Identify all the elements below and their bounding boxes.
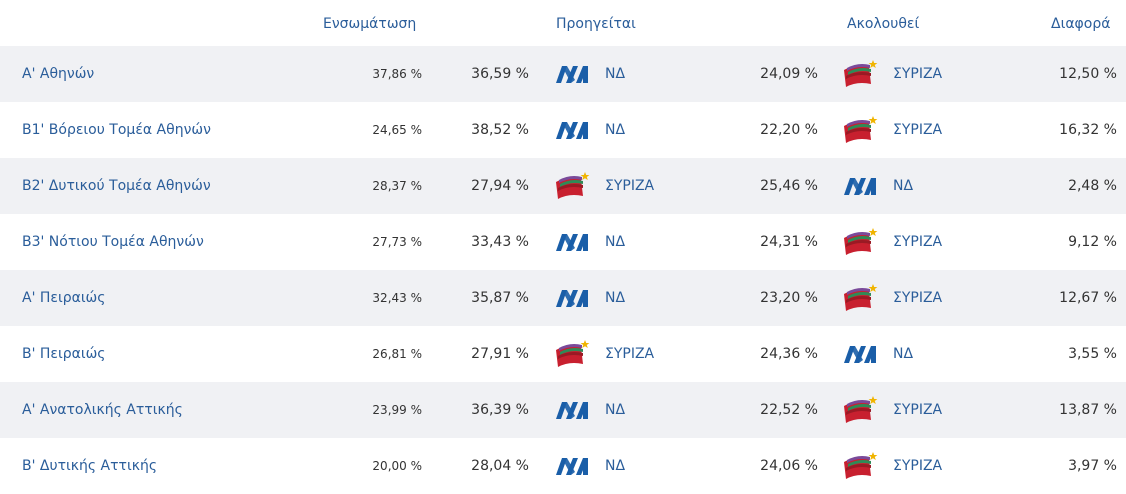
nd-logo-icon	[553, 226, 595, 258]
following-percentage: 24,31 %	[760, 234, 818, 250]
following-percentage: 24,06 %	[760, 458, 818, 474]
following-party-name: ΣΥΡΙΖΑ	[893, 458, 943, 474]
table-row[interactable]: Α' Πειραιώς 32,43 % 35,87 % ΝΔ 23,20 % ΣΥΡΙΖΑ…	[0, 270, 1126, 326]
district-link[interactable]: Β2' Δυτικού Τομέα Αθηνών	[22, 178, 211, 194]
syriza-logo-icon	[841, 282, 883, 314]
table-row[interactable]: Β' Πειραιώς 26,81 % 27,91 % ΣΥΡΙΖΑ 24,36 % ΝΔ…	[0, 326, 1126, 382]
turnout-column-header[interactable]: Ενσωμάτωση	[323, 16, 417, 32]
district-link[interactable]: Β' Πειραιώς	[22, 346, 106, 362]
difference-value: 3,55 %	[1068, 346, 1117, 362]
leading-percentage: 36,39 %	[471, 402, 529, 418]
turnout-value: 20,00 %	[372, 459, 422, 473]
following-party-name: ΣΥΡΙΖΑ	[893, 66, 943, 82]
table-row[interactable]: Β2' Δυτικού Τομέα Αθηνών 28,37 % 27,94 % ΣΥ…	[0, 158, 1126, 214]
following-column-header[interactable]: Ακολουθεί	[847, 16, 920, 32]
leading-party-name: ΝΔ	[605, 122, 626, 138]
leading-party-name: ΣΥΡΙΖΑ	[605, 346, 655, 362]
nd-logo-icon	[553, 394, 595, 426]
syriza-logo-icon	[553, 170, 595, 202]
difference-value: 12,50 %	[1059, 66, 1117, 82]
turnout-value: 27,73 %	[372, 235, 422, 249]
following-percentage: 22,52 %	[760, 402, 818, 418]
leading-party-name: ΝΔ	[605, 290, 626, 306]
following-percentage: 22,20 %	[760, 122, 818, 138]
district-link[interactable]: Β' Δυτικής Αττικής	[22, 458, 158, 474]
turnout-value: 23,99 %	[372, 403, 422, 417]
syriza-logo-icon	[841, 58, 883, 90]
table-row[interactable]: Β1' Βόρειου Τομέα Αθηνών 24,65 % 38,52 % ΝΔ…	[0, 102, 1126, 158]
turnout-value: 24,65 %	[372, 123, 422, 137]
district-link[interactable]: Α' Αθηνών	[22, 66, 95, 82]
syriza-logo-icon	[841, 226, 883, 258]
syriza-logo-icon	[841, 114, 883, 146]
difference-value: 2,48 %	[1068, 178, 1117, 194]
following-party-name: ΣΥΡΙΖΑ	[893, 122, 943, 138]
following-percentage: 23,20 %	[760, 290, 818, 306]
syriza-logo-icon	[841, 450, 883, 482]
difference-value: 12,67 %	[1059, 290, 1117, 306]
nd-logo-icon	[553, 282, 595, 314]
difference-value: 16,32 %	[1059, 122, 1117, 138]
district-link[interactable]: Α' Πειραιώς	[22, 290, 106, 306]
syriza-logo-icon	[553, 338, 595, 370]
table-header: Ενσωμάτωση Προηγείται Ακολουθεί Διαφορά	[0, 0, 1126, 46]
following-percentage: 25,46 %	[760, 178, 818, 194]
table-body: Α' Αθηνών 37,86 % 36,59 % ΝΔ 24,09 % ΣΥΡΙΖΑ 12…	[0, 46, 1126, 494]
leading-party-name: ΝΔ	[605, 402, 626, 418]
nd-logo-icon	[841, 170, 883, 202]
difference-value: 13,87 %	[1059, 402, 1117, 418]
turnout-value: 32,43 %	[372, 291, 422, 305]
leading-percentage: 35,87 %	[471, 290, 529, 306]
leading-party-name: ΝΔ	[605, 234, 626, 250]
following-party-name: ΣΥΡΙΖΑ	[893, 234, 943, 250]
syriza-logo-icon	[841, 394, 883, 426]
nd-logo-icon	[841, 338, 883, 370]
nd-logo-icon	[553, 58, 595, 90]
leading-party-name: ΣΥΡΙΖΑ	[605, 178, 655, 194]
table-row[interactable]: Β' Δυτικής Αττικής 20,00 % 28,04 % ΝΔ 24,06 …	[0, 438, 1126, 494]
nd-logo-icon	[553, 450, 595, 482]
leading-party-name: ΝΔ	[605, 458, 626, 474]
difference-value: 9,12 %	[1068, 234, 1117, 250]
district-link[interactable]: Β3' Νότιου Τομέα Αθηνών	[22, 234, 204, 250]
following-percentage: 24,09 %	[760, 66, 818, 82]
leading-party-name: ΝΔ	[605, 66, 626, 82]
leading-percentage: 33,43 %	[471, 234, 529, 250]
nd-logo-icon	[553, 114, 595, 146]
difference-value: 3,97 %	[1068, 458, 1117, 474]
table-row[interactable]: Α' Αθηνών 37,86 % 36,59 % ΝΔ 24,09 % ΣΥΡΙΖΑ 12…	[0, 46, 1126, 102]
leading-percentage: 27,91 %	[471, 346, 529, 362]
following-percentage: 24,36 %	[760, 346, 818, 362]
difference-column-header[interactable]: Διαφορά	[1051, 16, 1111, 32]
following-party-name: ΣΥΡΙΖΑ	[893, 290, 943, 306]
table-row[interactable]: Α' Ανατολικής Αττικής 23,99 % 36,39 % ΝΔ 22,…	[0, 382, 1126, 438]
turnout-value: 37,86 %	[372, 67, 422, 81]
following-party-name: ΝΔ	[893, 346, 914, 362]
leading-percentage: 38,52 %	[471, 122, 529, 138]
leading-column-header[interactable]: Προηγείται	[556, 16, 636, 32]
turnout-value: 28,37 %	[372, 179, 422, 193]
leading-percentage: 27,94 %	[471, 178, 529, 194]
leading-percentage: 28,04 %	[471, 458, 529, 474]
leading-percentage: 36,59 %	[471, 66, 529, 82]
table-row[interactable]: Β3' Νότιου Τομέα Αθηνών 27,73 % 33,43 % ΝΔ 2…	[0, 214, 1126, 270]
district-link[interactable]: Β1' Βόρειου Τομέα Αθηνών	[22, 122, 211, 138]
following-party-name: ΣΥΡΙΖΑ	[893, 402, 943, 418]
district-link[interactable]: Α' Ανατολικής Αττικής	[22, 402, 183, 418]
following-party-name: ΝΔ	[893, 178, 914, 194]
turnout-value: 26,81 %	[372, 347, 422, 361]
